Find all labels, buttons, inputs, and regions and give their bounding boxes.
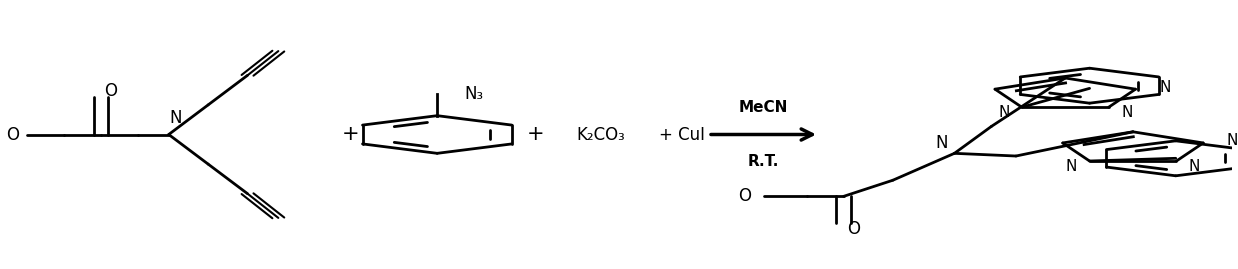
- Text: O: O: [739, 187, 751, 205]
- Text: N: N: [1122, 105, 1133, 120]
- Text: K₂CO₃: K₂CO₃: [577, 126, 625, 143]
- Text: N: N: [936, 134, 948, 151]
- Text: N: N: [1188, 159, 1200, 174]
- Text: O: O: [847, 220, 860, 238]
- Text: N: N: [1227, 133, 1238, 148]
- Text: N₃: N₃: [464, 85, 483, 103]
- Text: O: O: [104, 83, 118, 100]
- Text: O: O: [6, 126, 19, 143]
- Text: R.T.: R.T.: [748, 154, 779, 169]
- Text: N: N: [1066, 159, 1077, 174]
- Text: N: N: [998, 105, 1009, 120]
- Text: +: +: [342, 125, 360, 144]
- Text: + CuI: + CuI: [659, 126, 704, 143]
- Text: MeCN: MeCN: [739, 100, 789, 115]
- Text: +: +: [527, 125, 545, 144]
- Text: N: N: [1159, 80, 1170, 95]
- Text: N: N: [170, 109, 182, 127]
